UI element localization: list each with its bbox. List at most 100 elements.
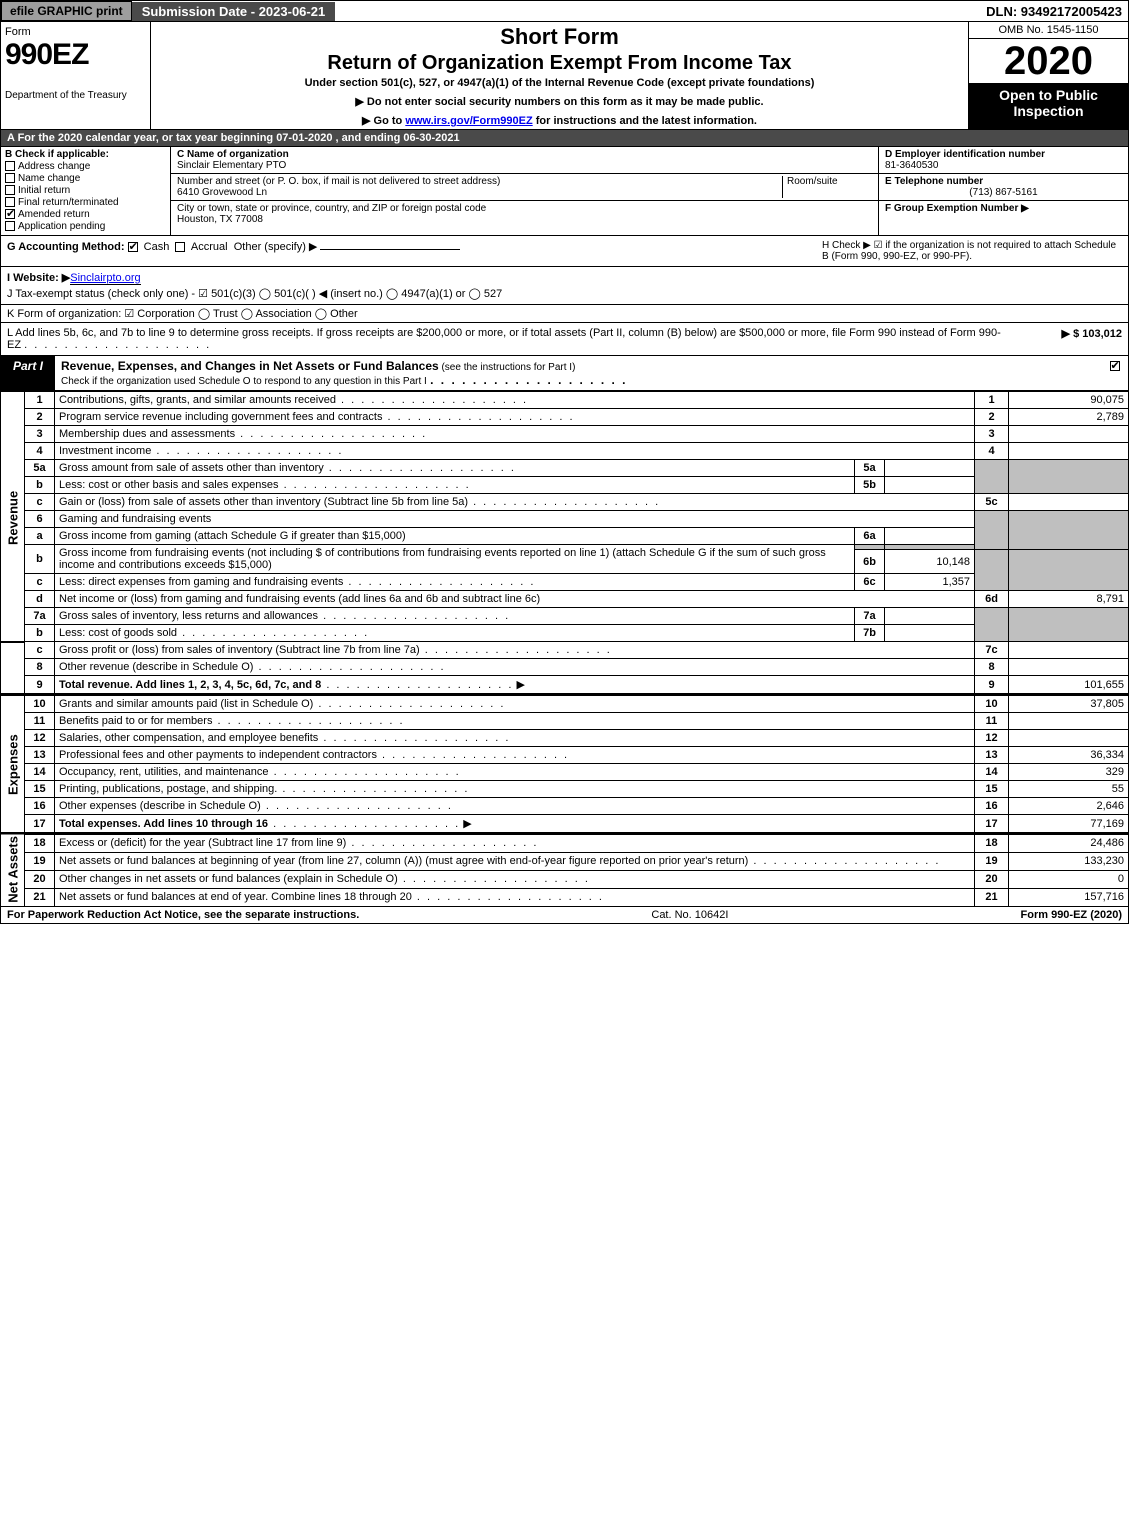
line-amount [1009,426,1129,443]
line-desc: Salaries, other compensation, and employ… [59,732,318,744]
line-ref: 13 [975,747,1009,764]
efile-print-button[interactable]: efile GRAPHIC print [1,1,132,21]
line-num: 20 [25,870,55,888]
line-num: 14 [25,764,55,781]
sub-val [885,460,975,477]
footer-left: For Paperwork Reduction Act Notice, see … [7,909,359,921]
page-footer: For Paperwork Reduction Act Notice, see … [0,907,1129,924]
line-desc: Occupancy, rent, utilities, and maintena… [59,766,269,778]
row-a-tax-year: A For the 2020 calendar year, or tax yea… [0,130,1129,147]
section-c: C Name of organization Sinclair Elementa… [171,147,878,235]
header-center: Short Form Return of Organization Exempt… [151,22,968,129]
line-desc: Less: cost of goods sold [59,627,177,639]
line-num: 7a [25,608,55,625]
dots-icon [420,644,612,656]
section-def: D Employer identification number 81-3640… [878,147,1128,235]
irs-link[interactable]: www.irs.gov/Form990EZ [405,115,532,127]
c-name-label: C Name of organization [177,149,872,160]
d-ein-label: D Employer identification number [885,149,1122,160]
line-desc: Gross income from fundraising events (no… [59,547,826,571]
return-title: Return of Organization Exempt From Incom… [157,52,962,75]
shade-cell [1009,511,1129,550]
line-num: 8 [25,659,55,676]
line-ref: 8 [975,659,1009,676]
line-num: 21 [25,888,55,906]
line-desc: Membership dues and assessments [59,428,235,440]
dots-icon [468,496,660,508]
line-num: c [25,642,55,659]
shade-cell [975,511,1009,550]
dln-number: DLN: 93492172005423 [986,4,1128,19]
check-initial-return[interactable] [5,185,15,195]
e-phone-label: E Telephone number [885,176,1122,187]
g-other-input[interactable] [320,249,460,250]
arrow-icon: ▶ [516,679,524,691]
line-ref: 7c [975,642,1009,659]
line-num: 10 [25,695,55,713]
line-desc: Total expenses. Add lines 10 through 16 [59,818,268,830]
line-amount: 0 [1009,870,1129,888]
no-ssn-notice: ▶ Do not enter social security numbers o… [157,95,962,108]
line-ref: 2 [975,409,1009,426]
line-desc: Gross income from gaming (attach Schedul… [59,530,406,542]
department-label: Department of the Treasury [5,90,146,101]
i-label: I Website: ▶ [7,272,70,284]
line-desc: Net income or (loss) from gaming and fun… [59,593,540,605]
shade-cell [975,550,1009,591]
open-public-badge: Open to Public Inspection [969,83,1128,129]
dots-icon [318,610,510,622]
dots-icon [343,576,535,588]
line-desc: Contributions, gifts, grants, and simila… [59,394,336,406]
shade-cell [975,608,1009,642]
submission-date: Submission Date - 2023-06-21 [132,2,336,21]
website-link[interactable]: Sinclairpto.org [70,272,140,285]
j-tax-exempt: J Tax-exempt status (check only one) - ☑… [7,287,1122,300]
opt-name-change: Name change [18,173,80,184]
line-num: 12 [25,730,55,747]
check-final-return[interactable] [5,197,15,207]
line-ref: 6d [975,591,1009,608]
sub-ref: 7b [855,625,885,642]
check-name-change[interactable] [5,173,15,183]
line-desc: Benefits paid to or for members [59,715,212,727]
header-right: OMB No. 1545-1150 2020 Open to Public In… [968,22,1128,129]
line-num: 9 [25,676,55,695]
line-desc: Less: direct expenses from gaming and fu… [59,576,343,588]
line-ref: 18 [975,834,1009,853]
part1-header: Part I Revenue, Expenses, and Changes in… [0,356,1129,391]
dots-icon [748,855,940,867]
dots-icon [398,873,590,885]
g-accrual-check[interactable] [175,242,185,252]
f-group-label: F Group Exemption Number ▶ [885,203,1122,214]
sub-ref: 5a [855,460,885,477]
dots-icon [336,394,528,406]
line-ref: 1 [975,392,1009,409]
line-amount [1009,659,1129,676]
line-amount: 2,646 [1009,798,1129,815]
line-amount: 24,486 [1009,834,1129,853]
line-ref: 9 [975,676,1009,695]
row-g-h: G Accounting Method: Cash Accrual Other … [0,236,1129,267]
dots-icon [212,715,404,727]
line-desc: Gross profit or (loss) from sales of inv… [59,644,420,656]
part1-schedule-o-check[interactable] [1104,356,1128,390]
l-amount: ▶ $ 103,012 [1012,327,1122,351]
g-accrual: Accrual [191,241,228,253]
line-amount [1009,730,1129,747]
check-application-pending[interactable] [5,221,15,231]
goto-pre: ▶ Go to [362,115,405,127]
dots-icon [377,749,569,761]
city-label: City or town, state or province, country… [177,203,486,214]
sub-ref: 6b [855,550,885,574]
g-cash-check[interactable] [128,242,138,252]
line-desc: Gross amount from sale of assets other t… [59,462,324,474]
sub-val [885,477,975,494]
line-desc: Professional fees and other payments to … [59,749,377,761]
line-desc: Total revenue. Add lines 1, 2, 3, 4, 5c,… [59,679,321,691]
vlabel-spacer [1,642,25,695]
check-amended-return[interactable] [5,209,15,219]
check-address-change[interactable] [5,161,15,171]
line-ref: 21 [975,888,1009,906]
addr-label: Number and street (or P. O. box, if mail… [177,176,782,187]
form-number: 990EZ [5,38,146,72]
